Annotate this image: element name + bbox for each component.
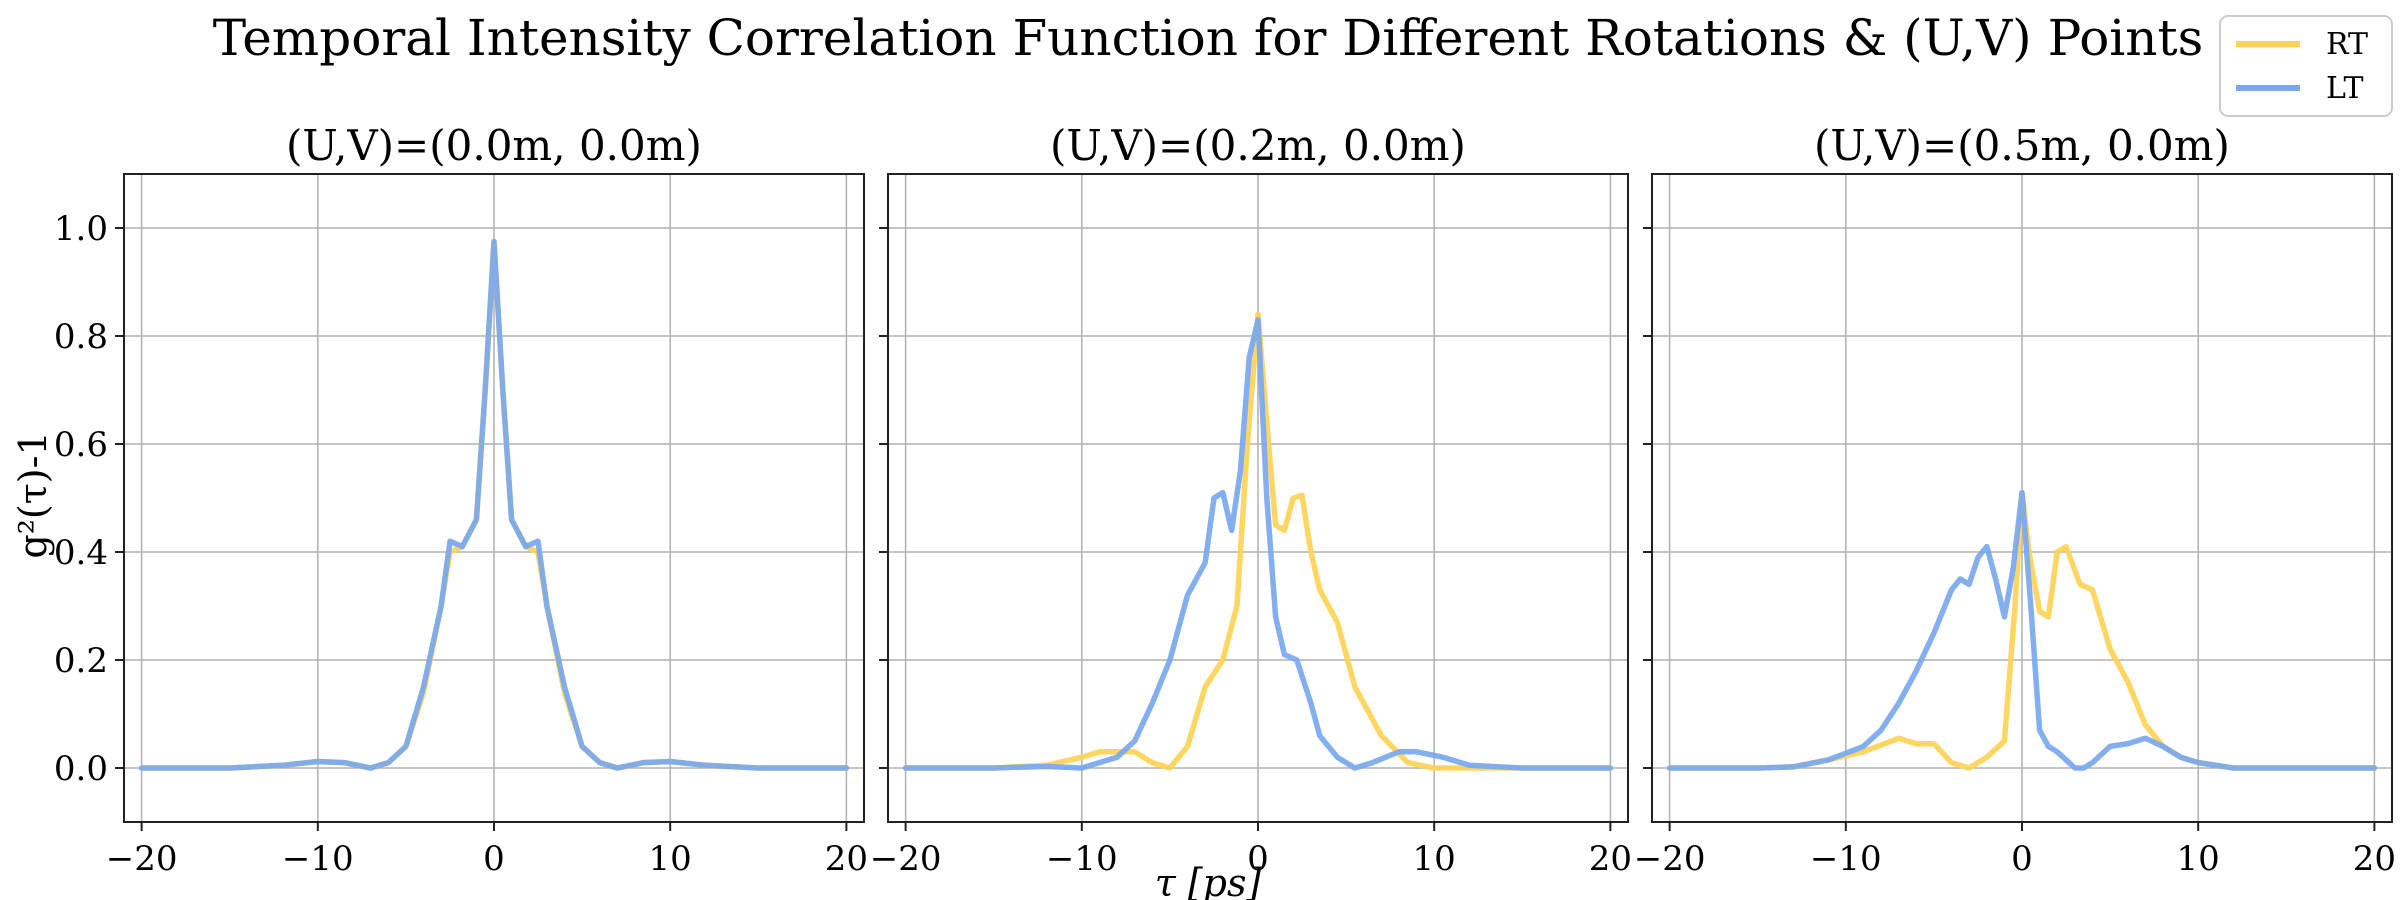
legend-label-lt: LT: [2326, 71, 2364, 106]
series-line-lt: [1666, 489, 2378, 771]
panel-1: −20 −10 0 10 20 0.0 0.2 0.4 0.6 0.8 1.0 (U,V)=(0.0m…: [54, 121, 868, 879]
panel-title: (U,V)=(0.0m, 0.0m): [286, 121, 702, 170]
series-line-lt: [902, 317, 1614, 771]
panel-2: −20 −10 0 10 20 (U,V)=(0.2m, 0.0m): [870, 121, 1632, 879]
x-tick-label: 10: [2177, 839, 2220, 879]
x-tick-label: 20: [1589, 839, 1632, 879]
x-tick-label: 0: [483, 839, 505, 879]
x-tick-label: 20: [2353, 839, 2396, 879]
panels: −20 −10 0 10 20 0.0 0.2 0.4 0.6 0.8 1.0 (U,V)=(0.0m…: [54, 121, 2396, 879]
series-line-lt: [138, 238, 850, 771]
legend: RT LT: [2219, 15, 2393, 117]
x-tick-label: −20: [1634, 839, 1706, 879]
y-tick-label: 0.2: [54, 641, 108, 681]
x-tick-label: −10: [1810, 839, 1882, 879]
x-tick-label: 10: [1413, 839, 1456, 879]
panel-title: (U,V)=(0.2m, 0.0m): [1050, 121, 1466, 170]
x-tick-label: 0: [1247, 839, 1269, 879]
y-tick-label: 0.6: [54, 425, 108, 465]
legend-label-rt: RT: [2326, 27, 2368, 62]
x-tick-label: −20: [106, 839, 178, 879]
x-tick-label: 0: [2011, 839, 2033, 879]
x-tick-label: −10: [1046, 839, 1118, 879]
x-tick-label: 10: [649, 839, 692, 879]
y-axis-label: g²(τ)-1: [11, 431, 55, 558]
y-tick-label: 0.8: [54, 317, 108, 357]
y-tick-label: 0.0: [54, 749, 108, 789]
x-tick-label: 20: [825, 839, 868, 879]
y-tick-label: 0.4: [54, 533, 108, 573]
x-axis-label: τ [ps]: [1155, 861, 1262, 900]
panel-title: (U,V)=(0.5m, 0.0m): [1814, 121, 2230, 170]
x-tick-label: −10: [282, 839, 354, 879]
x-tick-label: −20: [870, 839, 942, 879]
panel-3: −20 −10 0 10 20 (U,V)=(0.5m, 0.0m): [1634, 121, 2396, 879]
figure-title: Temporal Intensity Correlation Function …: [213, 9, 2204, 67]
y-tick-label: 1.0: [54, 209, 108, 249]
